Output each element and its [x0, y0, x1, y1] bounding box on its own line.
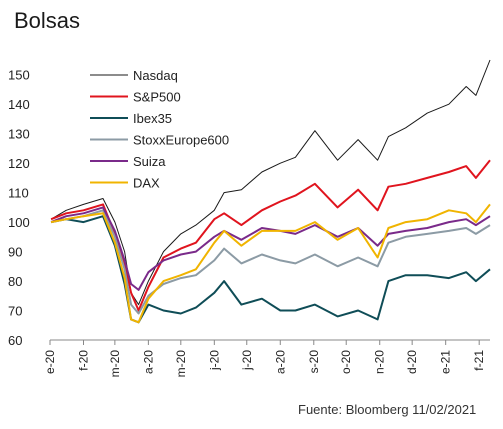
- y-tick-label: 60: [8, 333, 22, 348]
- legend-label: DAX: [133, 176, 160, 191]
- y-tick-label: 100: [8, 215, 30, 230]
- series-line-stoxxeurope600: [50, 209, 491, 315]
- x-tick-label: d-20: [405, 350, 419, 374]
- legend: Nasdaq S&P500 Ibex35 StoxxEurope600 Suiza DAX: [90, 68, 229, 191]
- x-tick-label: e-21: [439, 350, 453, 374]
- x-tick-label: e-20: [43, 350, 57, 374]
- series-line-suiza: [50, 206, 491, 291]
- series-line-dax: [50, 203, 491, 324]
- x-tick-label: j-20: [207, 350, 221, 371]
- axes: 60 70 80 90 100 110 120 130 140 150 e-20 f-20 m-20 a-…: [8, 68, 490, 378]
- legend-label: Nasdaq: [133, 68, 178, 83]
- x-tick-label: m-20: [174, 350, 188, 378]
- y-tick-label: 90: [8, 245, 22, 260]
- y-tick-label: 150: [8, 68, 30, 83]
- x-tick-label: j-20: [240, 350, 254, 371]
- x-tick-label: n-20: [373, 350, 387, 374]
- series-lines: [50, 59, 491, 324]
- legend-label: Ibex35: [133, 111, 172, 126]
- legend-label: StoxxEurope600: [133, 133, 229, 148]
- x-tick-label: s-20: [307, 350, 321, 374]
- x-tick-label: a-20: [273, 350, 287, 374]
- source-note: Fuente: Bloomberg 11/02/2021: [298, 402, 477, 417]
- y-tick-label: 130: [8, 127, 30, 142]
- y-tick-label: 80: [8, 274, 22, 289]
- y-tick-label: 140: [8, 97, 30, 112]
- y-tick-label: 70: [8, 304, 22, 319]
- y-tick-label: 110: [8, 186, 29, 201]
- legend-label: S&P500: [133, 90, 181, 105]
- x-tick-label: m-20: [108, 350, 122, 378]
- chart-title: Bolsas: [14, 8, 81, 33]
- series-line-nasdaq: [50, 59, 491, 306]
- x-tick-label: f-21: [472, 350, 486, 371]
- x-tick-label: f-20: [77, 350, 91, 371]
- legend-label: Suiza: [133, 154, 166, 169]
- series-line-ibex35: [50, 215, 491, 324]
- x-tick-label: a-20: [141, 350, 155, 374]
- x-tick-label: o-20: [339, 350, 353, 374]
- y-tick-label: 120: [8, 156, 30, 171]
